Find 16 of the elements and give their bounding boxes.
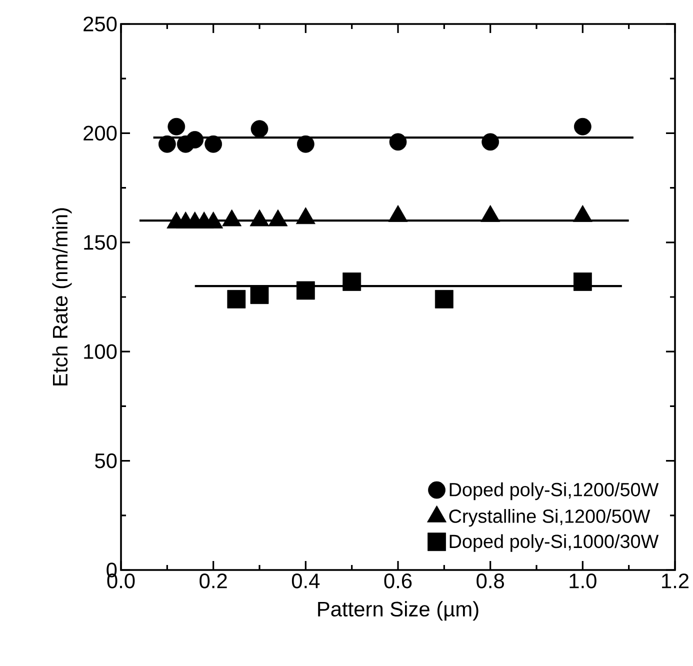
y-tick-label: 200 [84,126,117,141]
y-tick-label: 50 [95,453,117,468]
y-tick-label: 150 [84,234,117,250]
legend-label: Doped poly-Si,1200/50W [450,482,659,500]
x-tick-label: 1.0 [570,574,596,588]
x-tick-label: 1.2 [662,574,688,588]
x-tick-label: 0.4 [292,574,320,588]
x-tick-label: 0.2 [200,574,227,588]
x-axis-title: Pattern Size (µm) [318,601,478,621]
y-axis-title: Etch Rate (nm/min) [52,208,72,386]
y-tick-label: 250 [84,16,117,32]
x-tick-label: 0.8 [476,574,504,588]
legend-label: Doped poly-Si,1000/30W [450,534,659,552]
legend-label: Crystalline Si,1200/50W [449,509,650,527]
x-tick-label: 0.6 [384,574,412,588]
y-tick-label: 100 [84,344,117,360]
